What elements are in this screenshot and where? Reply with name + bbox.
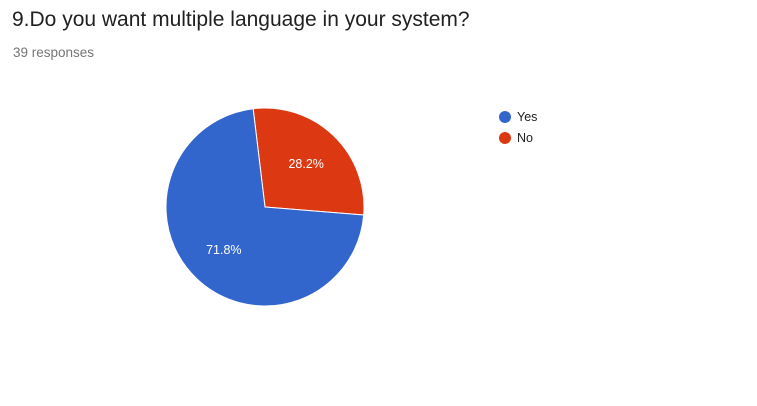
- legend-marker-no: [499, 131, 511, 144]
- pie-slice-no[interactable]: [252, 107, 365, 216]
- legend-item-no[interactable]: No: [499, 127, 537, 148]
- slice-label-yes: 71.8%: [206, 243, 241, 257]
- slice-label-no: 28.2%: [288, 157, 323, 171]
- legend-item-yes[interactable]: Yes: [499, 106, 537, 127]
- pie-slice-yes[interactable]: [165, 108, 365, 307]
- chart-legend: Yes No: [499, 106, 537, 148]
- question-title: 9.Do you want multiple language in your …: [12, 8, 470, 31]
- legend-marker-yes: [499, 110, 511, 123]
- legend-label-yes: Yes: [517, 109, 538, 124]
- legend-label-no: No: [517, 130, 533, 145]
- response-count: 39 responses: [13, 45, 95, 60]
